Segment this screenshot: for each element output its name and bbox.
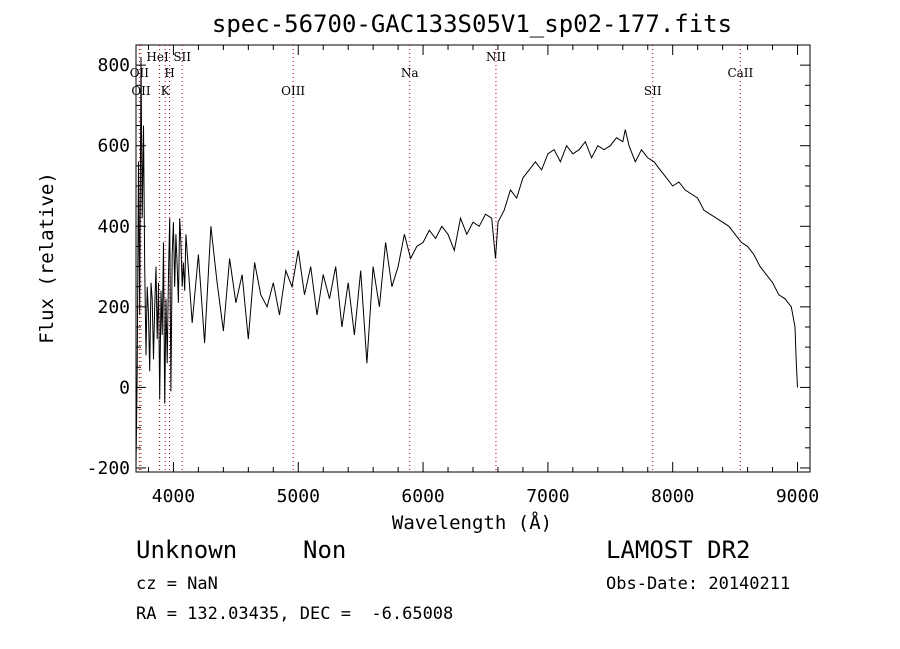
spectral-line-label: Na xyxy=(401,66,419,80)
redshift-readout: cz = NaN xyxy=(136,574,218,594)
spectral-line-label: SII xyxy=(173,50,191,64)
y-axis-label: Flux (relative) xyxy=(36,172,58,344)
y-tick-label: 600 xyxy=(97,136,130,157)
spectral-line-label: OIII xyxy=(281,84,305,98)
spectral-line-label: H xyxy=(164,66,174,80)
survey-name: LAMOST DR2 xyxy=(606,536,751,564)
spectral-line-label: OII xyxy=(130,66,150,80)
x-tick-label: 6000 xyxy=(401,486,444,507)
x-tick-label: 5000 xyxy=(277,486,320,507)
spectral-line-label: SII xyxy=(644,84,662,98)
x-axis: 4000 5000 6000 7000 8000 9000 xyxy=(147,45,819,507)
chart-title: spec-56700-GAC133S05V1_sp02-177.fits xyxy=(212,10,732,38)
object-class: Unknown xyxy=(136,536,238,564)
spectral-line-label: NII xyxy=(486,50,506,64)
y-tick-label: 400 xyxy=(97,216,130,237)
y-axis: -200 0 200 400 600 800 xyxy=(87,55,810,479)
spectrum-line xyxy=(135,57,798,469)
y-tick-label: 0 xyxy=(119,377,130,398)
x-tick-label: 4000 xyxy=(152,486,195,507)
x-tick-label: 9000 xyxy=(776,486,819,507)
x-axis-label: Wavelength (Å) xyxy=(392,511,552,534)
x-tick-label: 7000 xyxy=(526,486,569,507)
coordinates: RA = 132.03435, DEC = -6.65008 xyxy=(136,604,454,624)
y-tick-label: 800 xyxy=(97,55,130,76)
spectral-line-label: CaII xyxy=(727,66,753,80)
x-tick-label: 8000 xyxy=(651,486,694,507)
object-subclass: Non xyxy=(303,536,347,564)
y-tick-label: -200 xyxy=(87,458,130,479)
plot-frame xyxy=(135,44,811,473)
spectral-line-label: HeI xyxy=(146,50,169,64)
spectrum-chart: spec-56700-GAC133S05V1_sp02-177.fits OII… xyxy=(36,10,819,534)
spectral-line-label: K xyxy=(161,84,171,98)
obs-date: Obs-Date: 20140211 xyxy=(606,574,791,594)
y-tick-label: 200 xyxy=(97,297,130,318)
